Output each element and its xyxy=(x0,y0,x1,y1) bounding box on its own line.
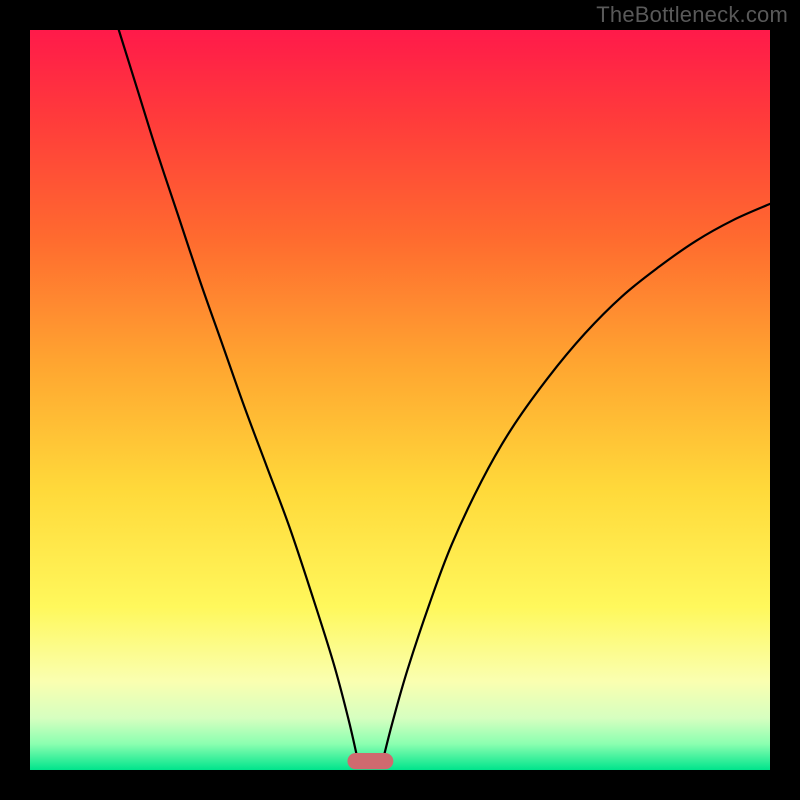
watermark-text: TheBottleneck.com xyxy=(596,2,788,28)
chart-svg xyxy=(0,0,800,800)
bottleneck-chart: TheBottleneck.com xyxy=(0,0,800,800)
